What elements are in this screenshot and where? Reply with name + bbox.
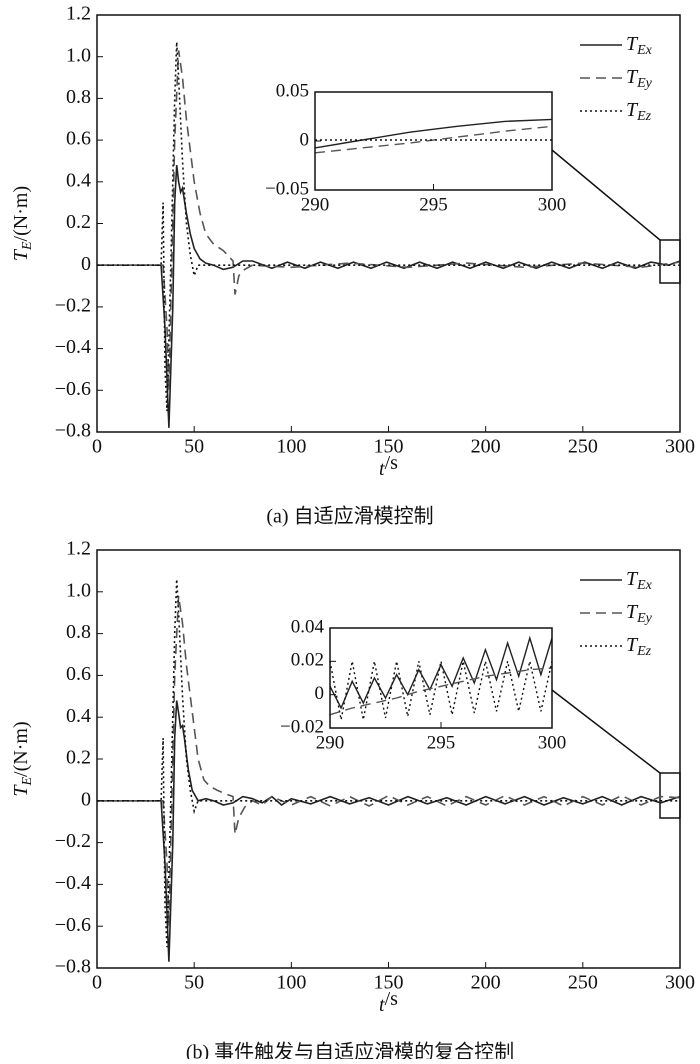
x-tick-label: 50: [184, 436, 204, 458]
y-tick-label: −0.02: [280, 716, 324, 737]
series-line: [97, 50, 681, 391]
y-tick-label: 0.2: [66, 747, 91, 769]
y-tick-label: 0.4: [66, 705, 91, 727]
y-tick-label: −0.6: [55, 914, 91, 936]
x-tick-label: 290: [316, 732, 345, 753]
y-tick-label: 0.6: [66, 663, 91, 685]
y-tick-label: 0.2: [66, 211, 91, 233]
x-axis-label: t/s: [379, 988, 398, 1016]
caption: (a) 自适应滑模控制: [266, 505, 433, 528]
inset-background: [315, 92, 552, 190]
legend-label: TEz: [626, 634, 652, 660]
series-line: [97, 579, 680, 948]
y-tick-label: 0: [315, 683, 325, 704]
y-tick-label: 0.04: [291, 616, 325, 637]
y-tick-label: −0.2: [55, 830, 91, 852]
x-tick-label: 300: [538, 194, 567, 215]
series-line: [97, 42, 680, 412]
y-tick-label: 0: [300, 129, 310, 150]
zoom-connector: [551, 689, 661, 774]
y-tick-label: 0.4: [66, 169, 91, 191]
y-tick-label: 0.05: [276, 80, 309, 101]
x-tick-label: 295: [427, 732, 456, 753]
series-line: [314, 125, 553, 154]
x-tick-label: 0: [92, 436, 102, 458]
x-tick-label: 200: [471, 436, 501, 458]
series-line: [329, 661, 553, 720]
x-tick-label: 295: [419, 194, 448, 215]
legend-label: TEy: [626, 66, 653, 92]
y-tick-label: −0.6: [55, 378, 91, 400]
y-tick-label: −0.4: [55, 872, 91, 894]
series-line: [314, 118, 553, 149]
legend-label: TEy: [626, 601, 653, 627]
y-tick-label: 0.8: [66, 86, 91, 108]
x-tick-label: 300: [538, 732, 567, 753]
y-tick-label: −0.8: [55, 956, 91, 978]
x-tick-label: 290: [301, 194, 330, 215]
x-tick-label: 250: [568, 436, 598, 458]
y-tick-label: 0.8: [66, 621, 91, 643]
legend-label: TEx: [626, 33, 653, 59]
x-tick-label: 150: [374, 436, 404, 458]
x-tick-label: 300: [665, 436, 695, 458]
y-axis-label: TE/(N·m): [10, 186, 36, 261]
x-tick-label: 100: [276, 972, 306, 994]
y-tick-label: −0.8: [55, 420, 91, 442]
y-tick-label: 1.2: [66, 538, 91, 560]
x-tick-label: 150: [374, 972, 404, 994]
x-tick-label: 300: [665, 972, 695, 994]
x-tick-label: 200: [471, 972, 501, 994]
caption: (b) 事件触发与自适应滑模的复合控制: [186, 1041, 514, 1059]
y-tick-label: 1.0: [66, 579, 91, 601]
x-tick-label: 50: [184, 972, 204, 994]
legend-label: TEz: [626, 99, 652, 125]
y-tick-label: 0.6: [66, 128, 91, 150]
y-axis-label: TE/(N·m): [10, 721, 36, 796]
y-tick-label: −0.4: [55, 336, 91, 358]
y-tick-label: 1.2: [66, 3, 91, 25]
zoom-connector: [551, 149, 661, 241]
x-axis-label: t/s: [379, 452, 398, 480]
y-tick-label: 0: [81, 788, 91, 810]
x-tick-label: 0: [92, 972, 102, 994]
legend-label: TEx: [626, 568, 653, 594]
y-tick-label: 0.02: [291, 650, 324, 671]
x-tick-label: 100: [276, 436, 306, 458]
y-tick-label: −0.05: [265, 178, 309, 199]
series-line: [329, 667, 553, 716]
y-tick-label: 0: [81, 253, 91, 275]
y-tick-label: −0.2: [55, 294, 91, 316]
inset-background: [330, 628, 552, 728]
y-tick-label: 1.0: [66, 44, 91, 66]
x-tick-label: 250: [568, 972, 598, 994]
